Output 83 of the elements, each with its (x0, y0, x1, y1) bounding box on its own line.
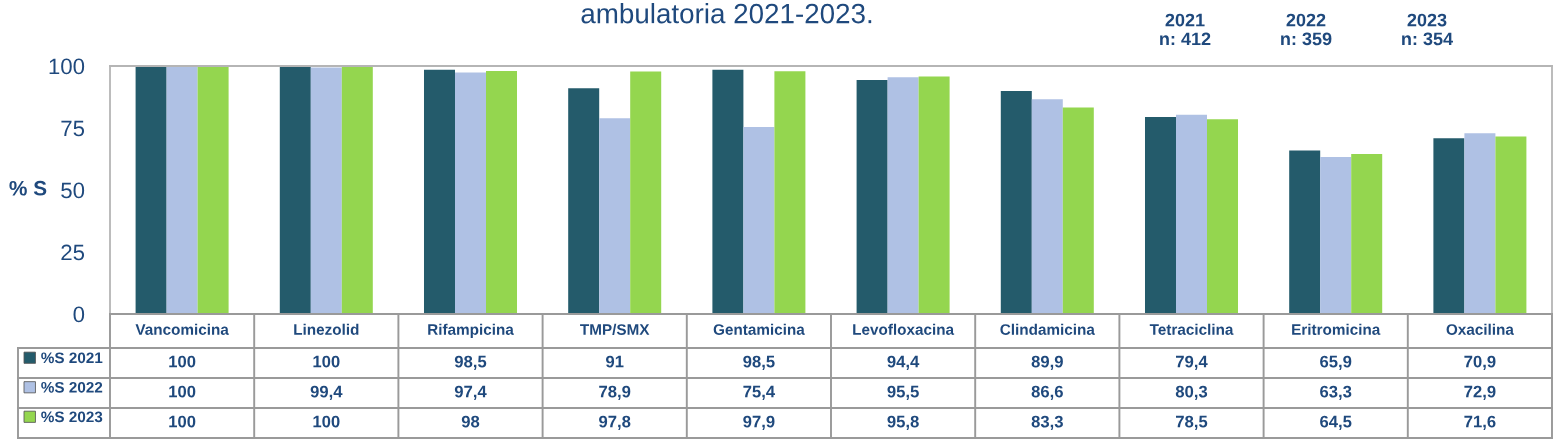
bar (1433, 138, 1465, 314)
x-tick-label: Oxacilina (1446, 323, 1514, 335)
data-label: 94,4 (887, 355, 920, 370)
data-label: 97,4 (454, 385, 487, 400)
data-label: 72,9 (1464, 385, 1496, 400)
y-tick-label: 25 (61, 244, 85, 261)
bar (1176, 114, 1207, 314)
data-label: 86,6 (1031, 385, 1063, 400)
bar (1495, 136, 1527, 314)
bar (856, 79, 888, 314)
x-tick-label: Eritromicina (1292, 323, 1381, 335)
x-tick-label: Levofloxacina (853, 323, 955, 335)
bar (1062, 107, 1094, 314)
bar (310, 67, 342, 314)
bar (599, 118, 631, 314)
text: 2021 n: 412 (1160, 13, 1211, 46)
data-label: 64,5 (1320, 415, 1352, 430)
bar (1464, 133, 1496, 314)
data-label: 91 (606, 355, 624, 368)
data-label: 89,9 (1031, 355, 1063, 370)
bar (424, 69, 455, 314)
data-label: 78,9 (599, 385, 631, 400)
x-tick-label: Vancomicina (135, 323, 229, 335)
bar (279, 66, 311, 314)
y-tick-label: 75 (61, 120, 85, 137)
bar (743, 127, 775, 314)
data-label: 98,5 (454, 355, 487, 370)
bar (1289, 150, 1321, 314)
data-label: 95,8 (887, 415, 919, 430)
bar (455, 72, 486, 314)
data-label: 63,3 (1320, 385, 1352, 400)
bar (486, 70, 517, 314)
x-tick-label: Clindamicina (1000, 323, 1095, 335)
data-label: 100 (169, 385, 196, 398)
text: 2022 n: 359 (1281, 13, 1332, 46)
data-label: 100 (313, 355, 340, 368)
y-tick-label: 50 (61, 182, 85, 199)
data-label: 80,3 (1175, 385, 1208, 400)
bar (1000, 91, 1032, 314)
bar (1207, 119, 1238, 314)
legend-label: %S 2021 (41, 352, 103, 364)
legend-label: %S 2022 (41, 381, 103, 393)
bar (630, 71, 662, 314)
data-label: 71,6 (1464, 415, 1496, 430)
x-tick-label: TMP/SMX (580, 323, 650, 336)
x-tick-label: Gentamicina (713, 323, 805, 335)
data-label: 70,9 (1464, 355, 1496, 370)
legend-label: %S 2023 (41, 411, 103, 423)
bar (1145, 117, 1176, 314)
bar (1320, 157, 1352, 314)
data-label: 100 (313, 415, 340, 428)
chart-title: ambulatoria 2021-2023. (581, 3, 872, 24)
y-axis-title: % S (9, 180, 47, 196)
bar (135, 66, 167, 314)
data-label: 100 (169, 415, 196, 428)
data-label: 97,8 (599, 415, 631, 430)
data-label: 98,5 (743, 355, 775, 370)
text: 2023 n: 354 (1402, 13, 1453, 46)
y-tick-label: 0 (73, 306, 85, 323)
x-tick-label: Linezolid (294, 323, 359, 335)
bar (568, 88, 600, 314)
x-tick-label: Tetraciclina (1149, 323, 1234, 335)
data-label: 98 (461, 415, 480, 428)
data-label: 65,9 (1320, 355, 1352, 370)
y-tick-label: 100 (49, 58, 85, 75)
bar (166, 66, 198, 314)
bar (887, 77, 919, 314)
data-label: 83,3 (1031, 415, 1063, 430)
data-label: 97,9 (743, 415, 775, 430)
data-label: 95,5 (887, 385, 919, 400)
bar (1031, 99, 1063, 314)
data-label: 79,4 (1176, 355, 1208, 370)
bar (1351, 154, 1383, 314)
bar (774, 71, 806, 314)
data-label: 75,4 (743, 385, 776, 400)
data-label: 100 (169, 355, 196, 368)
data-label: 78,5 (1176, 415, 1208, 430)
bar (918, 76, 950, 314)
bar (197, 66, 229, 314)
bar (341, 66, 373, 314)
data-label: 99,4 (310, 385, 343, 400)
x-tick-label: Rifampicina (428, 323, 514, 338)
bar (712, 69, 744, 314)
